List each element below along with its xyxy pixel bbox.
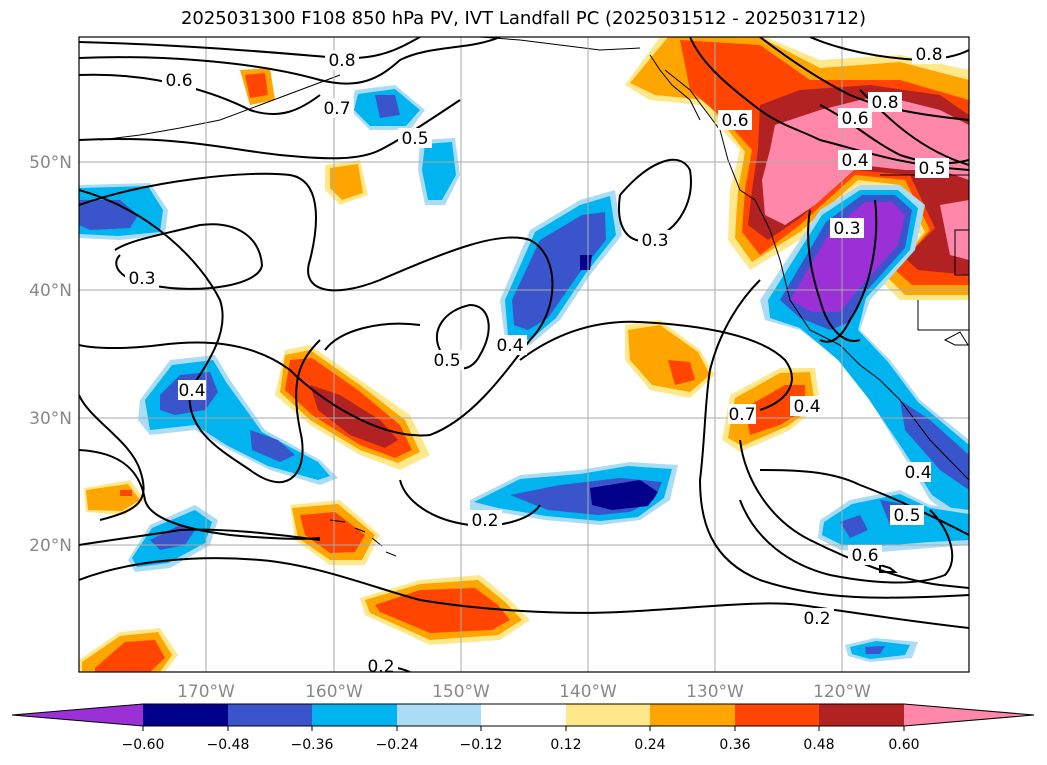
colorbar-segment	[566, 704, 650, 726]
contour-label-group: 0.6 0.8 0.7 0.5 0.3 0.4 0.5 0.4 0.2 0.3 …	[125, 44, 949, 677]
lat-label: 20°N	[29, 536, 72, 556]
lon-label: 130°W	[686, 682, 744, 702]
lon-label: 120°W	[813, 682, 871, 702]
contour-label: 0.4	[496, 336, 523, 356]
colorbar-segment	[481, 704, 566, 726]
contour-label: 0.4	[793, 397, 820, 417]
contour-label: 0.6	[841, 109, 868, 129]
shading-south-hawaii	[360, 575, 530, 645]
shading-gulf-alaska-negative	[350, 85, 460, 205]
contour-label: 0.2	[367, 657, 394, 677]
contour-label: 0.6	[721, 111, 748, 131]
shading-subtropical-negative	[470, 462, 678, 525]
contour-label: 0.2	[471, 511, 498, 531]
colorbar-segment	[819, 704, 904, 726]
lon-label: 170°W	[177, 682, 235, 702]
contour-label: 0.4	[178, 381, 205, 401]
shading-gulf-small	[325, 160, 368, 205]
colorbar-tick-label: 0.60	[888, 737, 919, 753]
contour-label: 0.3	[128, 269, 155, 289]
contour-label: 0.8	[871, 93, 898, 113]
colorbar-segment	[143, 704, 228, 726]
contour-label: 0.7	[323, 99, 350, 119]
contour-label: 0.8	[915, 45, 942, 65]
contour-label: 0.3	[833, 219, 860, 239]
lon-label: 140°W	[559, 682, 617, 702]
contour-label: 0.6	[851, 546, 878, 566]
colorbar-extend-min	[12, 704, 143, 726]
colorbar-tick-label: 0.36	[719, 737, 750, 753]
colorbar-segment	[650, 704, 735, 726]
lat-label: 30°N	[29, 409, 72, 429]
colorbar-segment	[397, 704, 481, 726]
shading-west-edge	[84, 480, 145, 515]
lon-label: 160°W	[305, 682, 363, 702]
shading-southeast-negative	[845, 638, 918, 662]
shading-southwest-corner	[79, 628, 178, 672]
shading-central-pacific	[625, 320, 715, 398]
lat-label: 40°N	[29, 281, 72, 301]
contour-label: 0.5	[893, 506, 920, 526]
colorbar-tick-label: −0.36	[291, 737, 334, 753]
contour-label: 0.4	[904, 463, 931, 483]
contour-label: 0.3	[641, 231, 668, 251]
colorbar-tick-label: −0.12	[460, 737, 503, 753]
contour-label: 0.5	[918, 159, 945, 179]
colorbar-extend-max	[904, 704, 1034, 726]
contour-label: 0.4	[841, 151, 868, 171]
colorbar-segment	[312, 704, 397, 726]
longitude-labels: 170°W 160°W 150°W 140°W 130°W 120°W	[177, 682, 871, 702]
contour-label: 0.7	[728, 405, 755, 425]
lat-label: 50°N	[29, 153, 72, 173]
colorbar: −0.60 −0.48 −0.36 −0.24 −0.12 0.12 0.24 …	[11, 703, 1035, 753]
colorbar-tick-label: 0.48	[803, 737, 834, 753]
shading-alaska-coast	[240, 68, 275, 105]
contour-label: 0.5	[433, 351, 460, 371]
colorbar-segment	[228, 704, 312, 726]
colorbar-tick-label: 0.12	[550, 737, 581, 753]
colorbar-tick-label: 0.24	[634, 737, 665, 753]
colorbar-tick-label: −0.60	[122, 737, 165, 753]
map-title: 2025031300 F108 850 hPa PV, IVT Landfall…	[180, 8, 867, 29]
contour-label: 0.6	[165, 71, 192, 91]
shading-hawaii-negative	[128, 505, 218, 572]
contour-label: 0.2	[803, 609, 830, 629]
contour-label: 0.5	[401, 129, 428, 149]
colorbar-tick-label: −0.24	[376, 737, 419, 753]
latitude-labels: 50°N 40°N 30°N 20°N	[29, 153, 72, 556]
colorbar-segment	[735, 704, 819, 726]
lon-label: 150°W	[432, 682, 490, 702]
map-frame	[78, 36, 970, 673]
colorbar-tick-label: −0.48	[207, 737, 250, 753]
contour-label: 0.8	[328, 51, 355, 71]
